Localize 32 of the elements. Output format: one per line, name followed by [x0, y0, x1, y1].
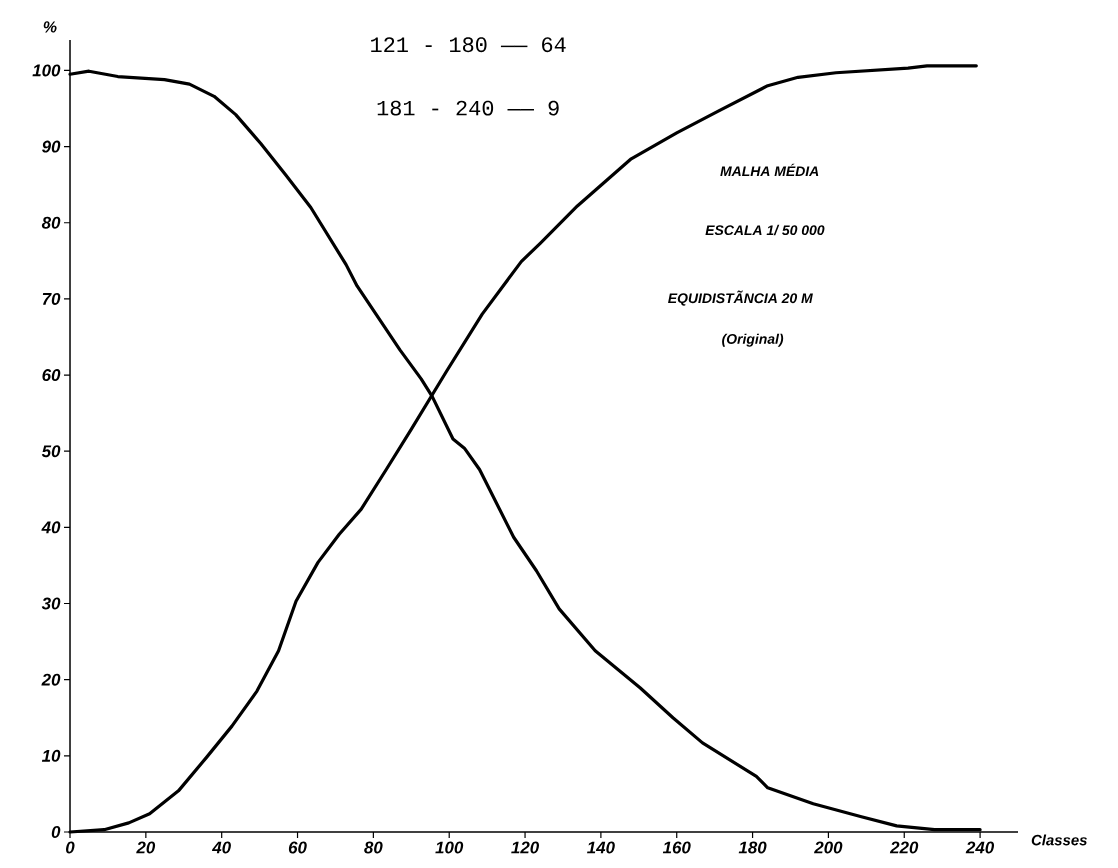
y-tick-label: 80	[41, 216, 61, 229]
y-tick-label: 70	[42, 292, 61, 305]
annotation: 181 - 240 —— 9	[377, 100, 559, 116]
x-tick-label: 220	[889, 841, 919, 854]
x-tick-label: 60	[288, 841, 307, 854]
y-tick-label: 90	[42, 140, 61, 153]
y-tick-label: 40	[41, 521, 61, 534]
annotation: ESCALA 1/ 50 000	[705, 224, 825, 236]
annotation: MALHA MÉDIA	[720, 163, 819, 177]
y-tick-label: 0	[51, 825, 61, 838]
y-tick-label: 50	[41, 445, 61, 458]
y-tick-label: 60	[42, 369, 61, 382]
x-tick-label: 40	[211, 841, 231, 854]
y-axis-title: %	[43, 21, 57, 33]
x-tick-label: 20	[136, 841, 156, 854]
annotation: EQUIDISTÃNCIA 20 M	[668, 290, 813, 306]
x-tick-label: 100	[435, 841, 464, 854]
annotation: 121 - 180 —— 64	[371, 37, 566, 53]
x-tick-label: 120	[511, 841, 540, 854]
y-tick-label: 30	[41, 597, 61, 610]
y-tick-label: 10	[41, 749, 61, 762]
x-tick-label: 240	[965, 841, 995, 854]
y-tick-label: 20	[41, 673, 61, 686]
y-tick-label: 100	[32, 64, 61, 77]
x-tick-label: 80	[364, 841, 383, 854]
x-tick-label: 160	[662, 841, 691, 854]
x-tick-label: 200	[814, 841, 843, 854]
annotation: (Original)	[722, 333, 784, 347]
x-tick-label: 180	[738, 841, 767, 854]
x-tick-label: 0	[66, 841, 75, 854]
x-tick-label: 140	[587, 841, 615, 854]
x-axis-title: Classes	[1031, 834, 1087, 846]
